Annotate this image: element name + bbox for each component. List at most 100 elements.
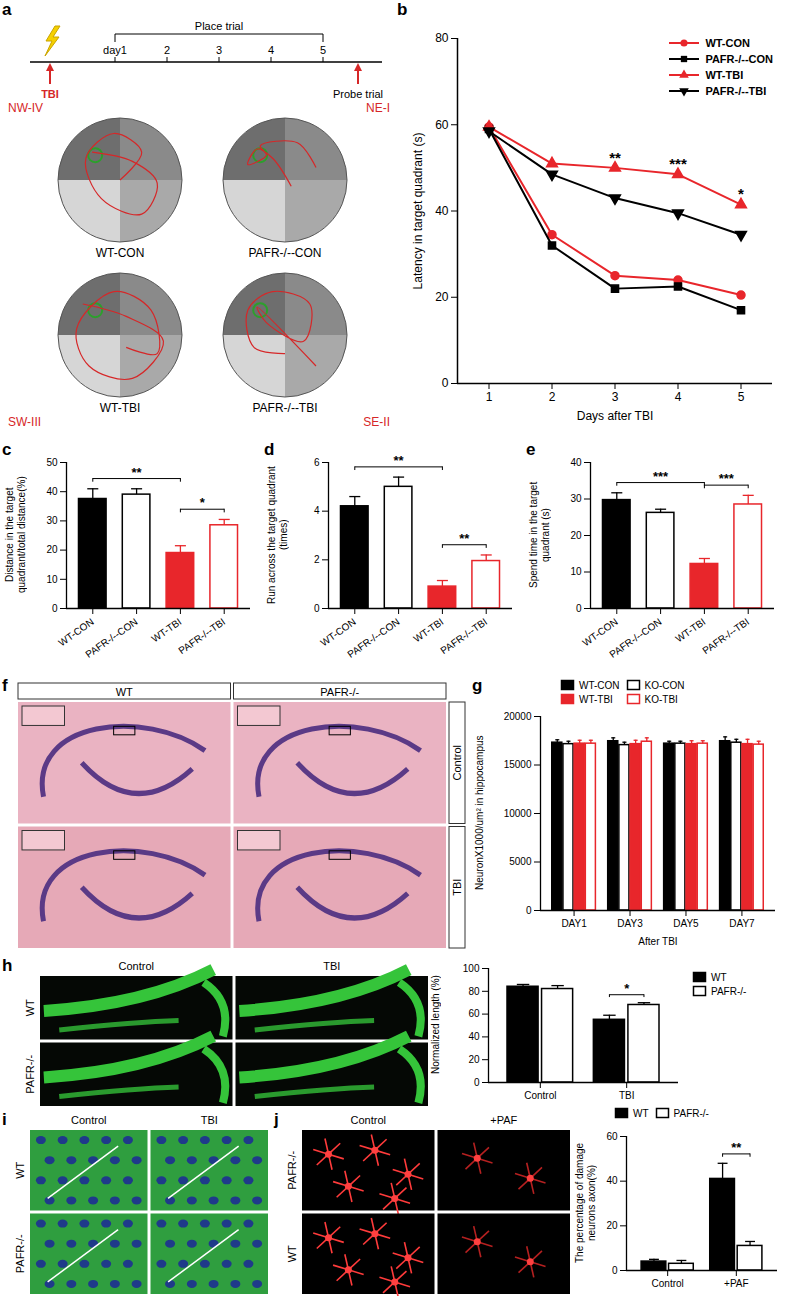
svg-text:30: 30 (46, 515, 58, 526)
svg-text:10000: 10000 (504, 808, 532, 819)
svg-text:**: ** (459, 531, 470, 546)
svg-text:Control: Control (71, 1114, 106, 1126)
svg-text:WT: WT (24, 999, 36, 1016)
svg-text:PAFR-/--CON: PAFR-/--CON (248, 246, 321, 260)
svg-text:***: *** (653, 469, 669, 484)
svg-text:Days after TBI: Days after TBI (577, 409, 653, 423)
svg-text:5: 5 (738, 390, 745, 404)
svg-text:WT-CON: WT-CON (56, 616, 96, 648)
svg-text:0: 0 (612, 1265, 618, 1276)
svg-text:20: 20 (46, 544, 58, 555)
svg-text:WT: WT (116, 686, 133, 698)
svg-text:Control: Control (524, 1090, 556, 1101)
svg-text:0: 0 (442, 376, 449, 390)
svg-text:TBI: TBI (201, 1114, 218, 1126)
svg-text:+PAF: +PAF (724, 1278, 749, 1289)
svg-text:Probe trial: Probe trial (333, 88, 383, 100)
svg-text:40: 40 (46, 486, 58, 497)
svg-text:WT-CON: WT-CON (96, 246, 145, 260)
svg-text:PAFR-/--CON: PAFR-/--CON (345, 616, 401, 660)
svg-text:5000: 5000 (509, 856, 532, 867)
svg-text:PAFR-/-: PAFR-/- (320, 686, 359, 698)
svg-text:3: 3 (612, 390, 619, 404)
svg-text:After TBI: After TBI (638, 936, 677, 947)
svg-text:SE-II: SE-II (363, 415, 390, 429)
svg-text:Latency in target quadrant (s): Latency in target quadrant (s) (411, 133, 425, 290)
svg-text:2: 2 (549, 390, 556, 404)
svg-text:20: 20 (435, 290, 449, 304)
svg-text:0: 0 (474, 1077, 480, 1088)
svg-text:30: 30 (570, 493, 582, 504)
svg-text:+PAF: +PAF (490, 1114, 517, 1126)
svg-text:20: 20 (468, 1054, 480, 1065)
svg-text:**: ** (609, 149, 621, 166)
svg-text:**: ** (132, 465, 143, 480)
svg-text:Control: Control (119, 960, 154, 972)
svg-text:60: 60 (435, 118, 449, 132)
svg-text:40: 40 (606, 1175, 618, 1186)
svg-text:TBI: TBI (41, 88, 59, 100)
svg-text:Control: Control (351, 1114, 386, 1126)
svg-text:0: 0 (52, 603, 58, 614)
svg-text:PAFR-/--TBI: PAFR-/--TBI (176, 616, 227, 656)
svg-text:WT-TBI: WT-TBI (673, 616, 707, 644)
svg-text:PAFR-/--TBI: PAFR-/--TBI (438, 616, 489, 656)
svg-text:DAY5: DAY5 (673, 918, 699, 929)
svg-text:0: 0 (526, 905, 532, 916)
svg-text:5: 5 (320, 44, 326, 56)
svg-text:SW-III: SW-III (8, 415, 41, 429)
svg-text:50: 50 (46, 457, 58, 468)
svg-text:WT-CON: WT-CON (580, 616, 620, 648)
svg-text:20: 20 (606, 1220, 618, 1231)
svg-text:PAFR-/-: PAFR-/- (24, 1054, 36, 1093)
svg-text:6: 6 (314, 457, 320, 468)
svg-text:NE-I: NE-I (366, 101, 390, 115)
svg-text:*: * (624, 981, 630, 996)
svg-text:TBI: TBI (619, 1090, 635, 1101)
svg-text:40: 40 (468, 1031, 480, 1042)
svg-text:60: 60 (606, 1131, 618, 1142)
svg-text:Control: Control (451, 745, 463, 780)
svg-text:4: 4 (675, 390, 682, 404)
svg-text:PAFR-/--CON: PAFR-/--CON (83, 616, 139, 660)
svg-text:PAFR-/-: PAFR-/- (14, 1234, 26, 1273)
svg-text:10: 10 (46, 574, 58, 585)
svg-text:day1: day1 (103, 44, 127, 56)
svg-text:WT: WT (14, 1161, 26, 1178)
svg-text:DAY7: DAY7 (729, 918, 755, 929)
svg-text:DAY1: DAY1 (561, 918, 587, 929)
svg-text:PAFR-/--TBI: PAFR-/--TBI (700, 616, 751, 656)
svg-text:**: ** (394, 453, 405, 468)
svg-text:0: 0 (576, 603, 582, 614)
svg-text:15000: 15000 (504, 759, 532, 770)
svg-text:TBI: TBI (323, 960, 340, 972)
svg-text:20: 20 (570, 530, 582, 541)
svg-text:WT-CON: WT-CON (318, 616, 358, 648)
svg-text:3: 3 (216, 44, 222, 56)
svg-text:60: 60 (468, 1008, 480, 1019)
svg-text:WT: WT (286, 1245, 298, 1262)
svg-text:2: 2 (314, 554, 320, 565)
svg-text:WT-TBI: WT-TBI (411, 616, 445, 644)
svg-text:PAFR-/--TBI: PAFR-/--TBI (252, 401, 317, 415)
svg-text:80: 80 (435, 31, 449, 45)
svg-text:4: 4 (268, 44, 274, 56)
svg-text:***: *** (719, 471, 735, 486)
svg-text:20000: 20000 (504, 711, 532, 722)
svg-text:Control: Control (652, 1278, 684, 1289)
svg-text:80: 80 (468, 986, 480, 997)
svg-text:1: 1 (486, 390, 493, 404)
svg-text:NW-IV: NW-IV (8, 101, 43, 115)
svg-text:40: 40 (435, 204, 449, 218)
svg-text:40: 40 (570, 457, 582, 468)
svg-text:DAY3: DAY3 (617, 918, 643, 929)
svg-text:PAFR-/--CON: PAFR-/--CON (607, 616, 663, 660)
svg-text:TBI: TBI (451, 879, 463, 896)
svg-text:0: 0 (314, 603, 320, 614)
svg-text:WT-TBI: WT-TBI (100, 401, 141, 415)
svg-text:10: 10 (570, 566, 582, 577)
svg-text:**: ** (731, 1140, 742, 1155)
svg-text:WT-TBI: WT-TBI (149, 616, 183, 644)
svg-text:2: 2 (164, 44, 170, 56)
svg-text:100: 100 (463, 963, 480, 974)
